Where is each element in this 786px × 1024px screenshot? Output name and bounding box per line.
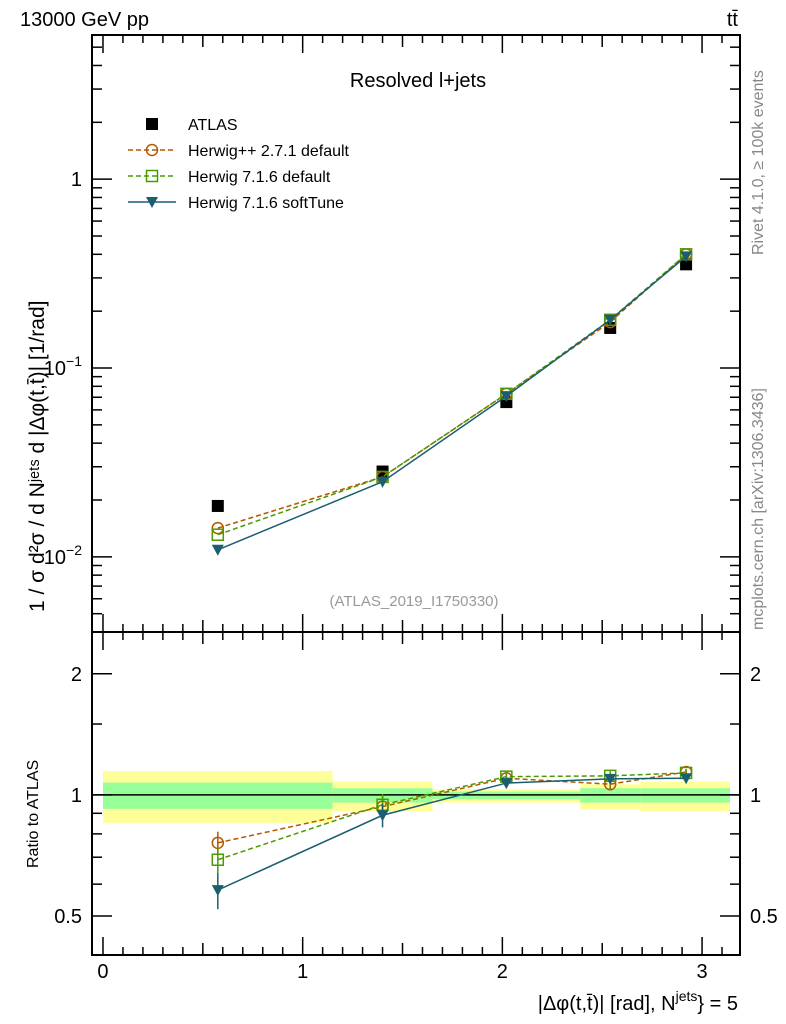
x-axis-label-tail: } = 5 <box>697 993 738 1015</box>
ratio-panel: 2 2 1 1 0.5 0.5 0 1 2 3 <box>54 631 778 983</box>
y-axis-label: 1 / σ d²σ / d Nʲᵉᵗˢ d |Δφ(t,t̄)| [1/rad] <box>26 301 49 612</box>
x-tick-label: 1 <box>297 961 308 983</box>
stat-uncertainty-band <box>102 782 333 809</box>
series-line <box>217 253 687 536</box>
chart-title: Resolved l+jets <box>350 70 486 92</box>
y-tick-label: 10−2 <box>44 542 82 569</box>
legend-marker <box>145 143 159 157</box>
data-point <box>211 528 225 541</box>
ratio-data-point <box>376 810 389 822</box>
data-point <box>604 314 617 326</box>
y-tick-label: 10−1 <box>44 353 82 380</box>
data-point <box>680 251 693 263</box>
x-axis-label-main: |Δφ(t,t̄)| [rad], N <box>538 993 676 1015</box>
x-tick-label: 3 <box>696 961 707 983</box>
y-tick-base: 10 <box>44 358 66 380</box>
ratio-data-point <box>211 885 224 897</box>
legend: ATLAS Herwig++ 2.7.1 default Herwig 7.1.6 … <box>128 117 350 212</box>
legend-marker <box>145 169 159 183</box>
ratio-y-tick-label: 2 <box>71 664 82 686</box>
ratio-frame <box>91 631 741 956</box>
series-line <box>217 253 687 529</box>
x-tick-label: 2 <box>497 961 508 983</box>
x-tick-label: 0 <box>97 961 108 983</box>
header-right: tt̄ <box>727 9 739 31</box>
ratio-series-line <box>217 771 687 844</box>
x-axis-label: |Δφ(t,t̄)| [rad], Njets} = 5 <box>538 988 738 1015</box>
header-left: 13000 GeV pp <box>20 9 149 31</box>
ratio-data-point <box>604 773 617 785</box>
watermark: (ATLAS_2019_I1750330) <box>329 593 498 610</box>
ratio-data-point <box>211 853 225 866</box>
ratio-y-axis-label: Ratio to ATLAS <box>25 760 42 868</box>
x-axis-label-sup: jets <box>675 988 698 1004</box>
data-point <box>211 521 225 535</box>
y-tick-exponent: −1 <box>66 353 82 369</box>
ratio-y-tick-label-right: 0.5 <box>750 906 778 928</box>
ratio-data-point <box>500 778 513 790</box>
data-point <box>500 391 513 403</box>
ratio-y-tick-label-right: 2 <box>750 664 761 686</box>
legend-label: Herwig 7.1.6 softTune <box>188 195 344 212</box>
data-point <box>680 258 693 271</box>
y-tick-exponent: −2 <box>66 542 82 558</box>
mcplots-label: mcplots.cern.ch [arXiv:1306.3436] <box>750 388 767 630</box>
data-point <box>376 476 389 488</box>
y-tick-base: 1 <box>71 169 82 191</box>
legend-marker <box>146 118 158 130</box>
y-tick-base: 10 <box>44 547 66 569</box>
ratio-y-tick-label-right: 1 <box>750 785 761 807</box>
legend-label: Herwig++ 2.7.1 default <box>188 143 350 160</box>
ratio-y-tick-label: 0.5 <box>54 906 82 928</box>
data-point <box>211 544 224 556</box>
legend-marker <box>146 197 158 208</box>
rivet-label: Rivet 4.1.0, ≥ 100k events <box>750 70 767 255</box>
ratio-y-tick-label: 1 <box>71 785 82 807</box>
legend-label: Herwig 7.1.6 default <box>188 169 331 186</box>
y-tick-label: 1 <box>71 169 82 191</box>
data-point <box>211 499 224 512</box>
legend-label: ATLAS <box>188 117 238 134</box>
ratio-data-point <box>680 773 693 785</box>
